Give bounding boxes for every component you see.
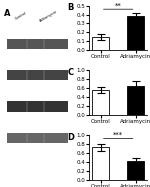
Text: A: A (4, 9, 11, 18)
FancyBboxPatch shape (6, 101, 68, 112)
FancyBboxPatch shape (6, 70, 68, 80)
Text: C: C (68, 68, 74, 77)
FancyBboxPatch shape (6, 133, 68, 143)
Bar (92, 90, 110, 115)
Text: D: D (68, 133, 75, 142)
Bar (92, 37, 110, 50)
Bar (127, 86, 144, 115)
Bar (127, 16, 144, 50)
Bar (92, 147, 110, 180)
Text: B: B (68, 3, 74, 12)
Text: Control: Control (14, 11, 27, 21)
Bar (127, 161, 144, 180)
FancyBboxPatch shape (6, 39, 68, 49)
Text: Adriamycin: Adriamycin (39, 9, 58, 23)
Text: **: ** (115, 2, 122, 8)
Text: ***: *** (113, 132, 123, 138)
